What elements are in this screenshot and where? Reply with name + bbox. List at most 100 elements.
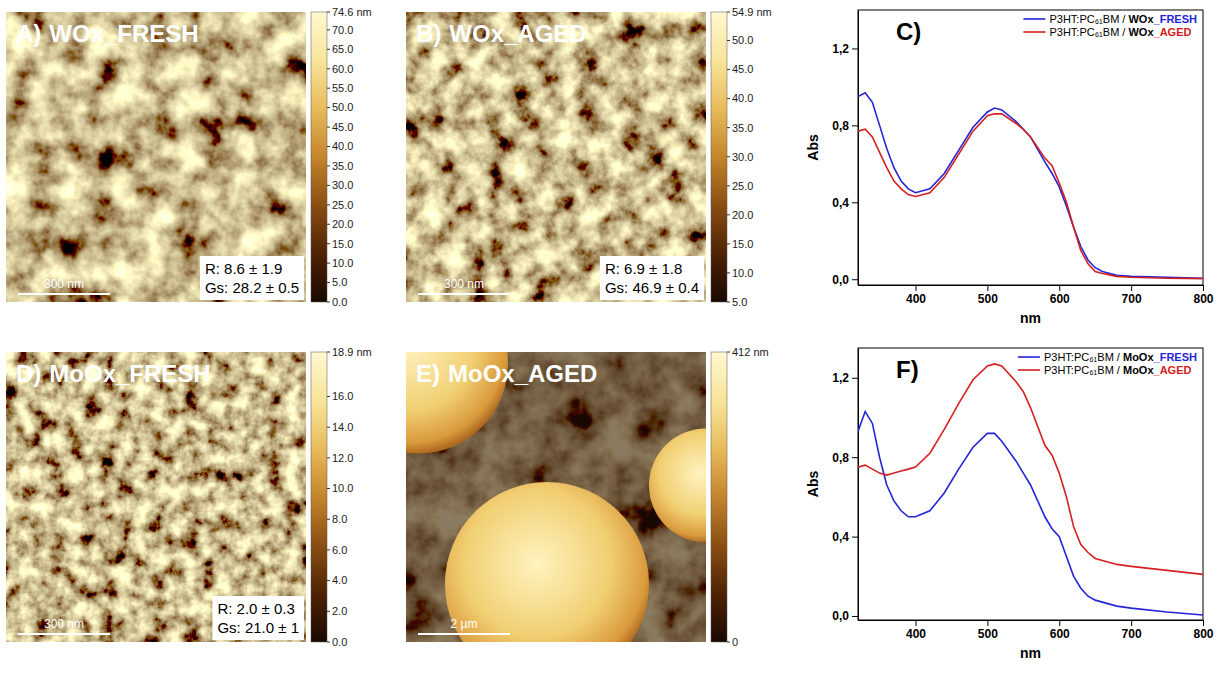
legend-swatch xyxy=(1018,369,1040,371)
scale-bar-label: 300 nm xyxy=(44,617,84,631)
line-chart: 4005006007008000,00,40,81,2nmAbsF)P3HT:P… xyxy=(805,348,1214,661)
colorbar-tick-label: 10.0 xyxy=(332,482,353,494)
annotation: R: 8.6 ± 1.9 xyxy=(205,260,282,277)
image-label: D) xyxy=(16,360,41,387)
x-axis-line xyxy=(859,285,1204,286)
scale-bar-label: 300 nm xyxy=(44,277,84,291)
colorbar-tick xyxy=(727,352,730,353)
scale-bar xyxy=(418,293,510,295)
y-tick-mark xyxy=(852,378,858,379)
colorbar-tick-label: 45.0 xyxy=(732,63,753,75)
colorbar xyxy=(711,352,727,642)
afm-panel: D)MoOx_FRESH 300 nm R: 2.0 ± 0.3Gs: 21.0 ±… xyxy=(6,346,372,648)
colorbar-tick-label: 74.6 nm xyxy=(332,6,372,18)
colorbar-tick xyxy=(727,243,730,244)
x-tick-label: 500 xyxy=(978,292,998,306)
colorbar-tick xyxy=(727,40,730,41)
x-tick-label: 400 xyxy=(906,627,926,641)
colorbar-tick-label: 15.0 xyxy=(732,238,753,250)
legend-swatch xyxy=(1023,31,1045,33)
x-tick: 400 xyxy=(906,620,926,641)
legend: P3HT:PC₆₁BM / MoOx_FRESHP3HT:PC₆₁BM / Mo… xyxy=(1018,351,1197,376)
plot-frame xyxy=(858,10,1203,285)
colorbar-tick-label: 25.0 xyxy=(732,180,753,192)
legend-label: P3HT:PC₆₁BM / MoOx_FRESH xyxy=(1044,351,1197,363)
y-axis-line xyxy=(858,11,859,286)
colorbar xyxy=(311,12,327,302)
afm-image xyxy=(6,352,306,642)
afm-feature xyxy=(445,482,649,642)
colorbar-tick xyxy=(327,243,330,244)
annotation: Gs: 21.0 ± 1 xyxy=(217,619,299,636)
colorbar-tick-label: 16.0 xyxy=(332,390,353,402)
plot-lines xyxy=(858,364,1203,615)
annotation-background xyxy=(212,596,304,640)
x-tick-mark xyxy=(1203,620,1204,626)
y-tick: 0,8 xyxy=(832,119,858,133)
colorbar-tick-label: 35.0 xyxy=(332,160,353,172)
colorbar-tick xyxy=(327,427,330,428)
plot-frame xyxy=(858,348,1203,620)
y-tick-mark xyxy=(852,457,858,458)
colorbar-tick-label: 50.0 xyxy=(732,34,753,46)
x-tick-mark xyxy=(1203,285,1204,291)
scale-bar xyxy=(418,633,510,635)
y-tick: 1,2 xyxy=(832,42,858,56)
figure: A)WOx_FRESH300 nmR: 8.6 ± 1.9Gs: 28.2 ± … xyxy=(0,0,1227,675)
scale-bar-label: 300 nm xyxy=(444,277,484,291)
scale-bar xyxy=(18,293,110,295)
legend-swatch xyxy=(1023,18,1045,20)
x-tick-mark xyxy=(987,285,988,291)
x-tick: 500 xyxy=(978,620,998,641)
y-tick: 1,2 xyxy=(832,371,858,385)
colorbar-tick-label: 0 xyxy=(732,636,738,648)
x-tick-label: 800 xyxy=(1193,292,1213,306)
annotation: Gs: 46.9 ± 0.4 xyxy=(605,279,699,296)
x-tick-mark xyxy=(1059,285,1060,291)
afm-panel: B)WOx_AGED300 nmR: 6.9 ± 1.8Gs: 46.9 ± 0… xyxy=(406,6,772,308)
colorbar-tick-label: 54.9 nm xyxy=(732,6,772,18)
colorbar-tick xyxy=(327,165,330,166)
legend-item: P3HT:PC₆₁BM / WOx_FRESH xyxy=(1023,13,1197,25)
x-axis: 400500600700800 xyxy=(859,285,1214,306)
series-line xyxy=(858,114,1203,279)
annotation: Gs: 28.2 ± 0.5 xyxy=(205,279,299,296)
colorbar-tick-label: 10.0 xyxy=(732,267,753,279)
colorbar-tick-label: 0.0 xyxy=(332,636,347,648)
colorbar-tick xyxy=(327,127,330,128)
annotation-box: R: 8.6 ± 1.9 Gs: 28.2 ± 0.5 xyxy=(200,256,304,300)
annotation-box: R: 2.0 ± 0.3Gs: 21.0 ± 1 xyxy=(212,596,304,640)
colorbar-tick-label: 60.0 xyxy=(332,63,353,75)
y-tick-mark xyxy=(852,537,858,538)
afm-image xyxy=(406,12,706,302)
y-tick: 0,0 xyxy=(832,273,858,287)
colorbar xyxy=(311,352,327,642)
y-tick-label: 1,2 xyxy=(832,42,849,56)
colorbar-tick-label: 55.0 xyxy=(332,82,353,94)
colorbar-tick-label: 35.0 xyxy=(732,122,753,134)
colorbar-tick xyxy=(727,302,730,303)
x-tick: 600 xyxy=(1050,620,1070,641)
annotation-background xyxy=(200,256,304,300)
colorbar-tick-label: 50.0 xyxy=(332,101,353,113)
image-name: WOx_AGED xyxy=(449,20,586,47)
y-axis-title: Abs xyxy=(805,471,821,498)
x-tick-label: 500 xyxy=(978,627,998,641)
x-tick-mark xyxy=(1059,620,1060,626)
image-title: D)MoOx_FRESH xyxy=(16,360,211,387)
colorbar-tick-label: 15.0 xyxy=(332,238,353,250)
colorbar-tick-label: 5.0 xyxy=(732,296,747,308)
colorbar-tick xyxy=(327,263,330,264)
x-axis-line xyxy=(859,620,1204,621)
legend-label: P3HT:PC₆₁BM / WOx_FRESH xyxy=(1049,13,1197,25)
x-tick-label: 600 xyxy=(1050,627,1070,641)
legend-label: P3HT:PC₆₁BM / MoOx_AGED xyxy=(1044,364,1192,376)
colorbar-tick-label: 18.9 nm xyxy=(332,346,372,358)
x-tick-label: 400 xyxy=(906,292,926,306)
colorbar-tick xyxy=(727,127,730,128)
panel-letter: C) xyxy=(896,18,921,45)
colorbar-tick xyxy=(327,549,330,550)
colorbar-tick-label: 6.0 xyxy=(332,544,347,556)
image-name: WOx_FRESH xyxy=(49,20,198,47)
afm-panel: E)MoOx_AGED2 µm0412 nm xyxy=(328,274,769,675)
